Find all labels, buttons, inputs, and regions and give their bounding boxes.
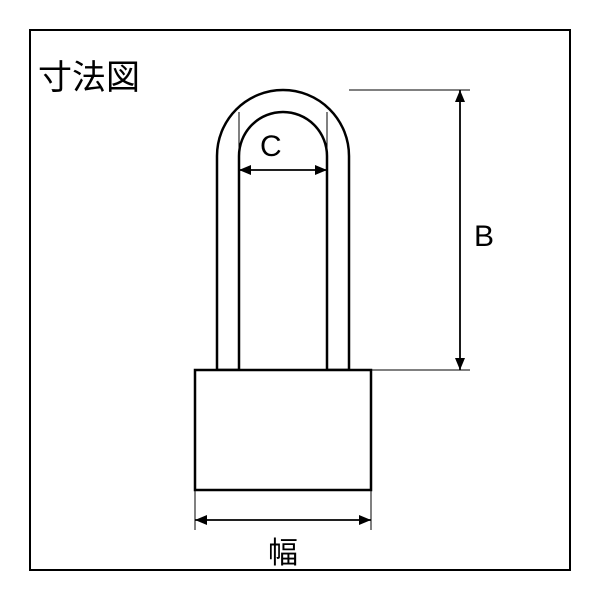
diagram-canvas: 寸法図 C B 幅 [0, 0, 600, 600]
dimension-label-width: 幅 [268, 528, 298, 572]
dimension-label-c: C [260, 130, 282, 164]
diagram-title: 寸法図 [38, 50, 140, 99]
dimension-label-b: B [474, 220, 494, 254]
